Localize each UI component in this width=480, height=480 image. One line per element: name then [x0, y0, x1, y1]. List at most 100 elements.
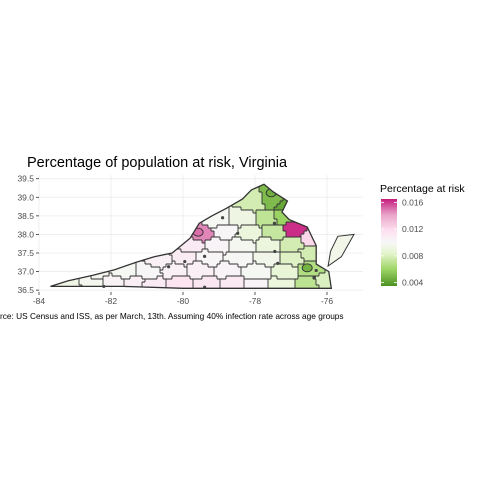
county-cell [141, 269, 146, 274]
county-cell [231, 260, 236, 265]
county-cell [306, 278, 311, 283]
county-cell [219, 227, 224, 232]
county-cell [240, 224, 245, 229]
county-cell [276, 212, 281, 217]
county-cell [240, 236, 245, 241]
county-cell [225, 281, 230, 286]
county-cell [282, 275, 287, 280]
county-cell [201, 275, 206, 280]
county-cell [264, 242, 269, 247]
county-cell [225, 278, 230, 283]
county-cell [279, 257, 284, 262]
county-cell [291, 242, 296, 247]
county-cell [198, 248, 203, 253]
county-cell [258, 284, 263, 289]
county-cell [117, 275, 122, 280]
county-cell [276, 224, 281, 229]
county-cell [207, 236, 212, 241]
county-cell [117, 269, 122, 274]
county-cell [306, 272, 311, 277]
county-cell [156, 278, 161, 283]
county-cell [231, 263, 236, 268]
county-cell [267, 215, 272, 220]
county-cell [183, 242, 188, 247]
county-cell [147, 275, 152, 280]
county-cell [255, 266, 260, 271]
county-cell [282, 284, 287, 289]
county-cell [249, 236, 254, 241]
county-cell [270, 260, 275, 265]
county-cell [255, 188, 260, 193]
county-cell [267, 206, 272, 211]
county-cell [297, 224, 302, 229]
county-cell [156, 269, 161, 274]
county-cell [264, 209, 269, 214]
county-cell [303, 257, 308, 262]
county-cell [288, 260, 293, 265]
county-cell [153, 257, 158, 262]
county-cell [228, 260, 233, 265]
county-cell [255, 248, 260, 253]
county-cell [240, 260, 245, 265]
county-cell [312, 266, 317, 271]
county-cell [153, 260, 158, 265]
county-cell [276, 254, 281, 259]
county-cell [321, 281, 326, 286]
county-cell [279, 272, 284, 277]
county-cell [297, 233, 302, 238]
county-cell [240, 263, 245, 268]
county-cell [174, 269, 179, 274]
county-cell [246, 233, 251, 238]
county-cell [207, 269, 212, 274]
county-cell [222, 215, 227, 220]
county-cell [234, 278, 239, 283]
county-cell [243, 200, 248, 205]
county-cell [246, 245, 251, 250]
county-cell [270, 284, 275, 289]
county-cell [225, 221, 230, 226]
county-cell [204, 221, 209, 226]
county-cell [216, 230, 221, 235]
county-cell [282, 230, 287, 235]
county-cell [321, 284, 326, 289]
county-cell [264, 284, 269, 289]
county-cell [126, 272, 131, 277]
county-cell [258, 257, 263, 262]
county-cell [219, 284, 224, 289]
county-cell [225, 233, 230, 238]
county-cell [210, 281, 215, 286]
county-cell [306, 248, 311, 253]
county-cell [189, 242, 194, 247]
county-cell [282, 200, 287, 205]
county-cell [294, 260, 299, 265]
county-cell [201, 245, 206, 250]
county-cell [240, 284, 245, 289]
county-cell [120, 278, 125, 283]
county-cell [207, 230, 212, 235]
county-cell [279, 281, 284, 286]
county-cell [306, 257, 311, 262]
county-cell [219, 275, 224, 280]
county-cell [282, 221, 287, 226]
county-cell [249, 239, 254, 244]
county-cell [234, 227, 239, 232]
county-cell [216, 227, 221, 232]
county-cell [249, 263, 254, 268]
county-cell [285, 248, 290, 253]
county-cell [264, 194, 269, 199]
county-cell [261, 263, 266, 268]
county-cell [258, 278, 263, 283]
county-cell [204, 281, 209, 286]
county-cell [225, 275, 230, 280]
county-cell [216, 266, 221, 271]
county-cell [273, 284, 278, 289]
county-cell [63, 281, 68, 286]
county-cell [294, 230, 299, 235]
y-tick-label: 39.5 [17, 174, 34, 184]
county-cell [300, 269, 305, 274]
county-cell [258, 218, 263, 223]
county-cell [171, 272, 176, 277]
county-cell [174, 266, 179, 271]
county-cell [219, 281, 224, 286]
city-dot [276, 261, 280, 265]
